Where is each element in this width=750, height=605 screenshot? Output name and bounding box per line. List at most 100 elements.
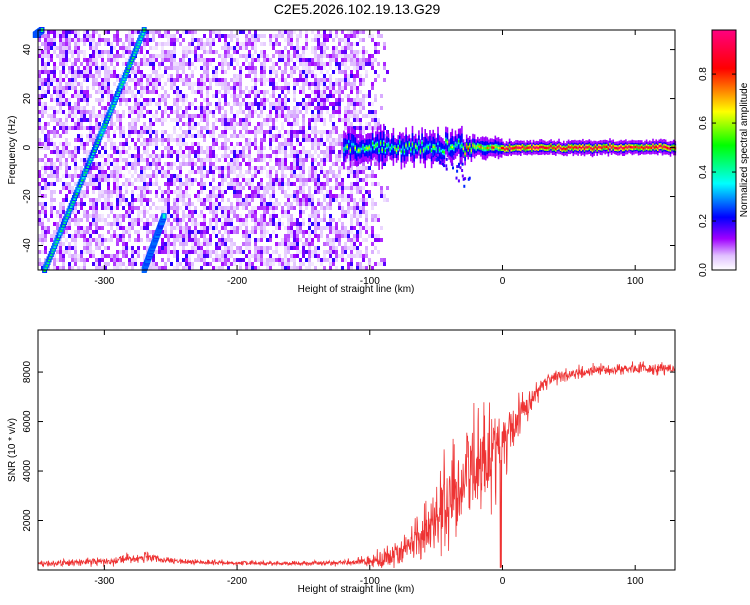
spectrogram-cell bbox=[239, 54, 242, 58]
spectrogram-cell bbox=[266, 90, 269, 94]
spectrogram-cell bbox=[107, 186, 110, 190]
spectrogram-cell bbox=[239, 154, 242, 158]
spectrogram-cell bbox=[356, 66, 359, 70]
spectrogram-cell bbox=[368, 94, 371, 98]
spectrogram-cell bbox=[182, 150, 185, 154]
spectrogram-cell bbox=[218, 186, 221, 190]
spectrogram-cell bbox=[74, 250, 77, 254]
spectrogram-cell bbox=[176, 150, 179, 154]
spectrogram-cell bbox=[287, 134, 290, 138]
spectrogram-cell bbox=[77, 66, 80, 70]
spectrogram-cell bbox=[347, 82, 350, 86]
spectrogram-cell bbox=[248, 202, 251, 206]
spectrogram-cell bbox=[56, 98, 59, 102]
spectrogram-cell bbox=[68, 182, 71, 186]
spectrogram-cell bbox=[95, 214, 98, 218]
spectrogram-cell bbox=[137, 234, 140, 238]
spectrogram-cell bbox=[302, 218, 305, 222]
spectrogram-cell bbox=[314, 178, 317, 182]
spectrogram-cell bbox=[341, 58, 344, 62]
spectrogram-cell bbox=[131, 190, 134, 194]
spectrogram-cell bbox=[164, 154, 167, 158]
spectrogram-cell bbox=[68, 58, 71, 62]
spectrogram-cell bbox=[284, 166, 287, 170]
spectrogram-cell bbox=[125, 86, 128, 90]
spectrogram-cell bbox=[170, 106, 173, 110]
spectrogram-cell bbox=[119, 170, 122, 174]
spectrogram-cell bbox=[116, 242, 119, 246]
spectrogram-cell bbox=[143, 150, 146, 154]
spectrogram-cell bbox=[176, 38, 179, 42]
spectrogram-cell bbox=[347, 38, 350, 42]
spectrogram-cell bbox=[362, 266, 365, 270]
spectrogram-cell bbox=[197, 42, 200, 46]
spectrogram-cell bbox=[332, 170, 335, 174]
spectrogram-cell bbox=[308, 66, 311, 70]
spectrogram-cell bbox=[275, 154, 278, 158]
spectrogram-cell bbox=[119, 186, 122, 190]
spectrogram-cell bbox=[239, 122, 242, 126]
spectrogram-cell bbox=[92, 262, 95, 266]
spectrogram-cell bbox=[188, 58, 191, 62]
spectrogram-cell bbox=[77, 150, 80, 154]
spectrogram-cell bbox=[137, 138, 140, 142]
spectrogram-cell bbox=[233, 178, 236, 182]
spectrogram-cell bbox=[308, 214, 311, 218]
spectrogram-cell bbox=[230, 122, 233, 126]
spectrogram-cell bbox=[314, 38, 317, 42]
spectrogram-cell bbox=[275, 134, 278, 138]
spectrogram-cell bbox=[221, 142, 224, 146]
spectrogram-cell bbox=[56, 146, 59, 150]
spectrogram-cell bbox=[344, 226, 347, 230]
spectrogram-cell bbox=[308, 166, 311, 170]
spectrogram-cell bbox=[239, 110, 242, 114]
spectrogram-cell bbox=[161, 194, 164, 198]
spectrogram-cell bbox=[137, 98, 140, 102]
spectrogram-cell bbox=[359, 106, 362, 110]
spectrogram-cell bbox=[320, 82, 323, 86]
spectrogram-cell bbox=[170, 74, 173, 78]
spectrogram-cell bbox=[329, 78, 332, 82]
spectrogram-cell bbox=[107, 38, 110, 42]
spectrogram-cell bbox=[317, 86, 320, 90]
spectrogram-cell bbox=[251, 254, 254, 258]
spectrogram-cell bbox=[143, 198, 146, 202]
spectrogram-cell bbox=[104, 86, 107, 90]
spectrogram-cell bbox=[194, 178, 197, 182]
spectrogram-cell bbox=[38, 38, 41, 42]
spectrogram-cell bbox=[308, 226, 311, 230]
spectrogram-cell bbox=[44, 230, 47, 234]
spectrogram-cell bbox=[137, 130, 140, 134]
spectrogram-cell bbox=[155, 102, 158, 106]
spectrogram-cell bbox=[209, 82, 212, 86]
spectrogram-cell bbox=[251, 110, 254, 114]
spectrogram-cell bbox=[260, 230, 263, 234]
spectrogram-cell bbox=[302, 134, 305, 138]
spectrogram-cell bbox=[308, 106, 311, 110]
spectrogram-cell bbox=[149, 62, 152, 66]
spectrogram-cell bbox=[197, 86, 200, 90]
spectrogram-cell bbox=[335, 66, 338, 70]
spectrogram-cell bbox=[152, 82, 155, 86]
spectrogram-cell bbox=[113, 218, 116, 222]
spectrogram-cell bbox=[107, 198, 110, 202]
spectrogram-cell bbox=[332, 150, 335, 154]
spectrogram-cell bbox=[80, 98, 83, 102]
spectrogram-cell bbox=[86, 78, 89, 82]
spectrogram-cell bbox=[173, 242, 176, 246]
spectrogram-cell bbox=[314, 222, 317, 226]
spectrogram-cell bbox=[176, 154, 179, 158]
spectrogram-cell bbox=[68, 218, 71, 222]
spectrogram-cell bbox=[194, 238, 197, 242]
spectrogram-cell bbox=[260, 42, 263, 46]
spectrogram-cell bbox=[170, 230, 173, 234]
spectrogram-cell bbox=[158, 206, 161, 210]
spectrogram-cell bbox=[311, 30, 314, 34]
spectrogram-cell bbox=[218, 78, 221, 82]
spectrogram-cell bbox=[353, 206, 356, 210]
spectrogram-cell bbox=[83, 190, 86, 194]
spectrogram-cell bbox=[254, 110, 257, 114]
spectrogram-cell bbox=[89, 170, 92, 174]
spectrogram-cell bbox=[128, 162, 131, 166]
spectrogram-cell bbox=[236, 226, 239, 230]
